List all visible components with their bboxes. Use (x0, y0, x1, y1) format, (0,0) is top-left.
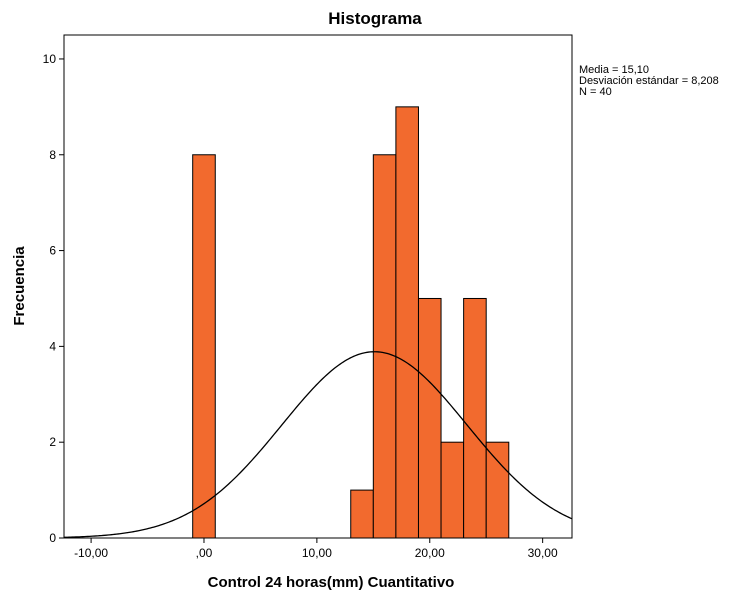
histogram-bar (372, 154, 397, 539)
x-axis-title: Control 24 horas(mm) Cuantitativo (208, 574, 455, 591)
x-tick-label: -10,00 (74, 546, 108, 560)
x-tick-label: 20,00 (415, 546, 445, 560)
y-tick-label: 2 (49, 435, 56, 449)
x-tick-label: ,00 (196, 546, 213, 560)
histogram-bar (463, 297, 487, 539)
stat-line: Desviación estándar = 8,208 (579, 75, 719, 87)
chart-title: Histograma (328, 9, 422, 28)
x-tick-label: 10,00 (302, 546, 332, 560)
y-tick-label: 6 (49, 244, 56, 258)
y-axis-title: Frecuencia (11, 246, 28, 326)
x-tick-label: 30,00 (528, 546, 558, 560)
stat-line: Media = 15,10 (579, 64, 649, 76)
y-tick-label: 10 (43, 52, 57, 66)
histogram-bar (440, 441, 465, 539)
histogram-bar (417, 297, 442, 539)
stat-line: N = 40 (579, 86, 612, 98)
y-axis: 0 2 4 6 8 10 (43, 52, 64, 545)
histogram-bar (395, 106, 419, 539)
plot-frame (63, 34, 573, 539)
histogram-bar (192, 154, 216, 539)
y-tick-label: 8 (49, 148, 56, 162)
histogram-bar (350, 489, 374, 539)
x-axis: -10,00 ,00 10,00 20,00 30,00 (74, 538, 558, 560)
y-tick-label: 0 (49, 531, 56, 545)
normal-curve (63, 351, 573, 538)
histogram-bar (485, 441, 510, 539)
bars-group (192, 106, 510, 539)
y-tick-label: 4 (49, 339, 56, 353)
